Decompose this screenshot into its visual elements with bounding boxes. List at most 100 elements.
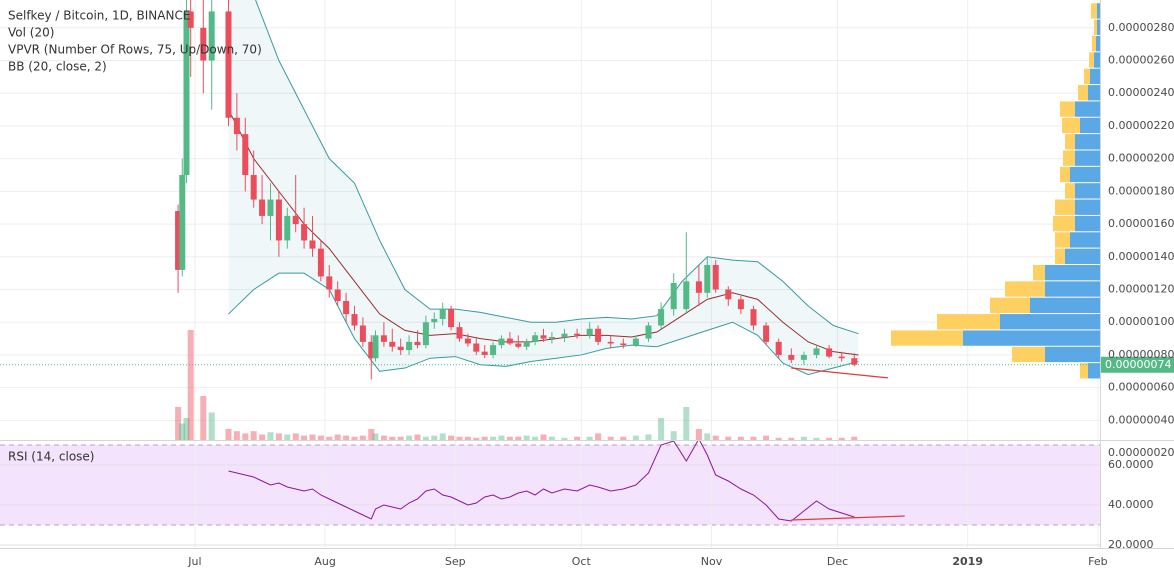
bollinger-upper (255, 0, 859, 335)
volume-bar (775, 437, 782, 440)
candle-body (607, 341, 614, 344)
candle-body (359, 325, 366, 342)
volume-profile-down (1084, 68, 1090, 85)
candle-body (645, 325, 652, 339)
volume-bar (389, 436, 396, 440)
volume-bar (620, 436, 627, 440)
volume-bar (737, 436, 744, 440)
y-tick-label: 60.0000 (1108, 458, 1154, 471)
x-tick-label: Aug (314, 555, 335, 568)
volume-profile-down (937, 314, 1000, 330)
volume-profile-up (1090, 68, 1100, 85)
symbol-title: Selfkey / Bitcoin, 1D, BINANCE (8, 9, 190, 23)
volume-profile-up (1030, 297, 1100, 314)
y-tick-label: 40.0000 (1108, 498, 1154, 511)
candle-body (343, 300, 350, 315)
candle-body (431, 318, 438, 323)
candle-body (851, 358, 858, 365)
y-tick-label: 0.00000200 (1108, 152, 1174, 165)
candle-body (448, 309, 455, 328)
volume-bar (448, 435, 455, 440)
volume-profile-up (1075, 183, 1100, 199)
volume-profile-up (1080, 117, 1100, 134)
y-tick-label: 0.00000240 (1108, 86, 1174, 99)
volume-bar (414, 434, 421, 440)
candle-body (695, 281, 702, 293)
candle-body (725, 289, 732, 300)
y-tick-label: 0.00000040 (1108, 413, 1174, 426)
volume-profile-down (1060, 166, 1070, 183)
candle-body (326, 276, 333, 290)
volume-profile-down (1055, 248, 1065, 264)
candle-body (334, 289, 341, 301)
volume-bar (250, 431, 257, 440)
volume-bar (645, 434, 652, 440)
volume-bar (670, 431, 677, 440)
volume-bar (309, 434, 316, 440)
volume-profile-up (963, 330, 1100, 346)
volume-bar (658, 418, 665, 440)
volume-bar (481, 436, 488, 440)
candle-body (498, 338, 505, 346)
y-tick-label: 0.00000020 (1108, 446, 1174, 459)
candle-body (826, 348, 833, 357)
candle-body (414, 341, 421, 346)
y-tick-label: 20.0000 (1108, 538, 1154, 551)
x-tick-label: Nov (701, 555, 723, 568)
volume-bar (284, 434, 291, 440)
x-tick-label: Oct (572, 555, 592, 568)
volume-bar (725, 436, 732, 440)
volume-bar (422, 436, 429, 440)
rsi-line (228, 441, 855, 522)
volume-profile-up (1096, 35, 1100, 52)
volume-profile-up (1075, 199, 1100, 215)
volume-bar (187, 330, 194, 440)
volume-profile-up (1075, 215, 1100, 232)
candle-body (548, 336, 555, 339)
volume-profile-up (1065, 248, 1100, 264)
candle-body (275, 199, 282, 241)
volume-bar (712, 435, 719, 440)
volume-bar (368, 429, 375, 440)
volume-bar (464, 436, 471, 440)
volume-bar (431, 435, 438, 440)
volume-profile-up (1088, 363, 1100, 379)
volume-profile-up (1045, 281, 1100, 297)
volume-bar (372, 433, 379, 440)
x-tick-label: Jul (187, 555, 201, 568)
volume-profile-down (1080, 363, 1088, 379)
volume-bar (695, 429, 702, 440)
candle-body (800, 354, 807, 360)
volume-profile-down (1060, 101, 1075, 117)
y-tick-label: 0.00000160 (1108, 217, 1174, 230)
volume-profile-up (1097, 3, 1100, 19)
volume-profile-down (891, 330, 963, 346)
volume-bar (292, 433, 299, 440)
candle-body (712, 264, 719, 290)
volume-bar (548, 436, 555, 440)
axes (0, 0, 1174, 549)
candle-body (838, 356, 845, 359)
candle-body (225, 11, 232, 118)
candle-body (737, 299, 744, 310)
candle-body (187, 11, 194, 28)
candle-body (406, 341, 413, 351)
candle-body (422, 322, 429, 346)
volume-profile-down (1053, 215, 1075, 232)
indicator-label: VPVR (Number Of Rows, 75, Up/Down, 70) (8, 43, 262, 57)
candle-body (763, 325, 770, 342)
volume-bar (523, 435, 530, 440)
candle-body (506, 338, 513, 344)
volume-bar (586, 436, 593, 440)
volume-profile-down (1065, 134, 1075, 150)
last-price-label: 0.00000074 (1105, 358, 1171, 371)
bollinger-fill (228, 0, 859, 375)
volume-bar (813, 437, 820, 440)
candle-body (200, 27, 207, 61)
candle-body (317, 248, 324, 277)
volume-bar (574, 436, 581, 440)
volume-profile-down (1065, 183, 1075, 199)
candle-body (788, 354, 795, 360)
y-tick-label: 0.00000140 (1108, 250, 1174, 263)
